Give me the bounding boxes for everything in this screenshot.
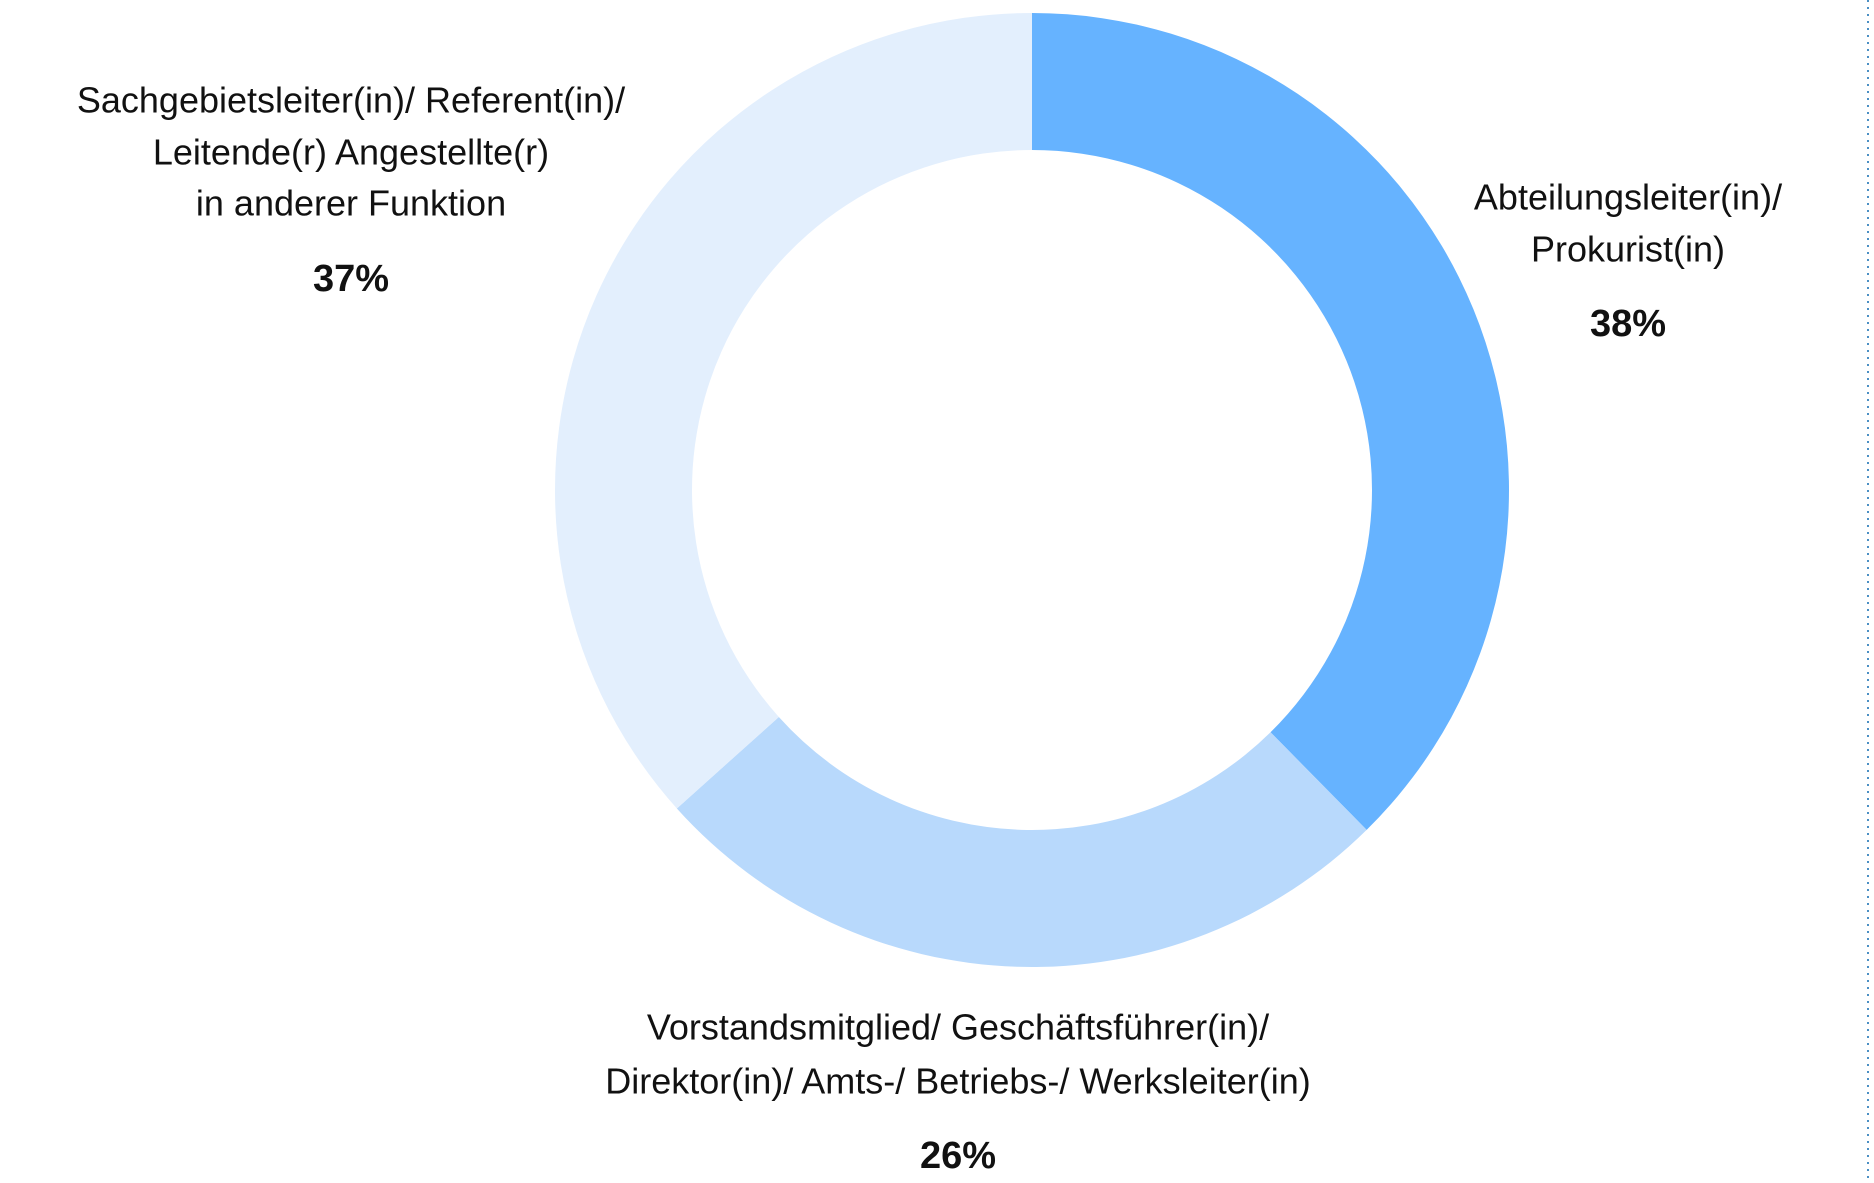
value-label: 37% — [313, 258, 389, 300]
donut-slice — [1032, 13, 1510, 830]
slice-label: Abteilungsleiter(in)/ — [1474, 177, 1782, 218]
slice-label: in anderer Funktion — [196, 183, 506, 224]
slice-label: Leitende(r) Angestellte(r) — [153, 132, 549, 173]
donut-slice — [676, 716, 1367, 967]
donut-slice — [555, 13, 1032, 809]
slice-label: Vorstandsmitglied/ Geschäftsführer(in)/ — [647, 1007, 1269, 1048]
slice-label: Prokurist(in) — [1531, 229, 1725, 270]
value-label: 26% — [920, 1135, 996, 1177]
value-label: 38% — [1590, 303, 1666, 345]
slice-label: Sachgebietsleiter(in)/ Referent(in)/ — [77, 80, 625, 121]
slice-label: Direktor(in)/ Amts-/ Betriebs-/ Werkslei… — [605, 1061, 1310, 1102]
